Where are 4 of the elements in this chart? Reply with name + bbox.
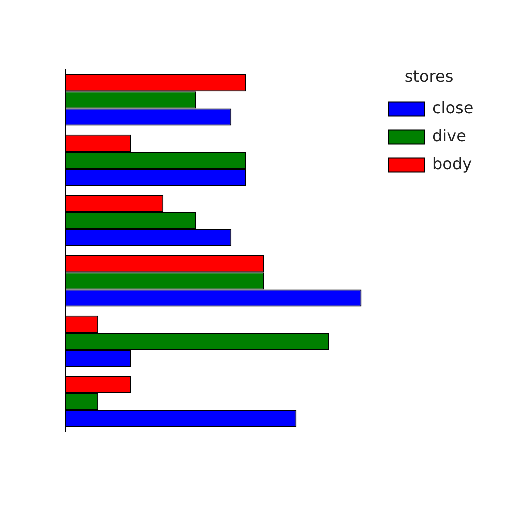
legend-label: body (432, 154, 472, 174)
legend-label: close (432, 98, 474, 118)
legend-label: dive (432, 126, 466, 146)
legend-title: stores (404, 67, 454, 86)
